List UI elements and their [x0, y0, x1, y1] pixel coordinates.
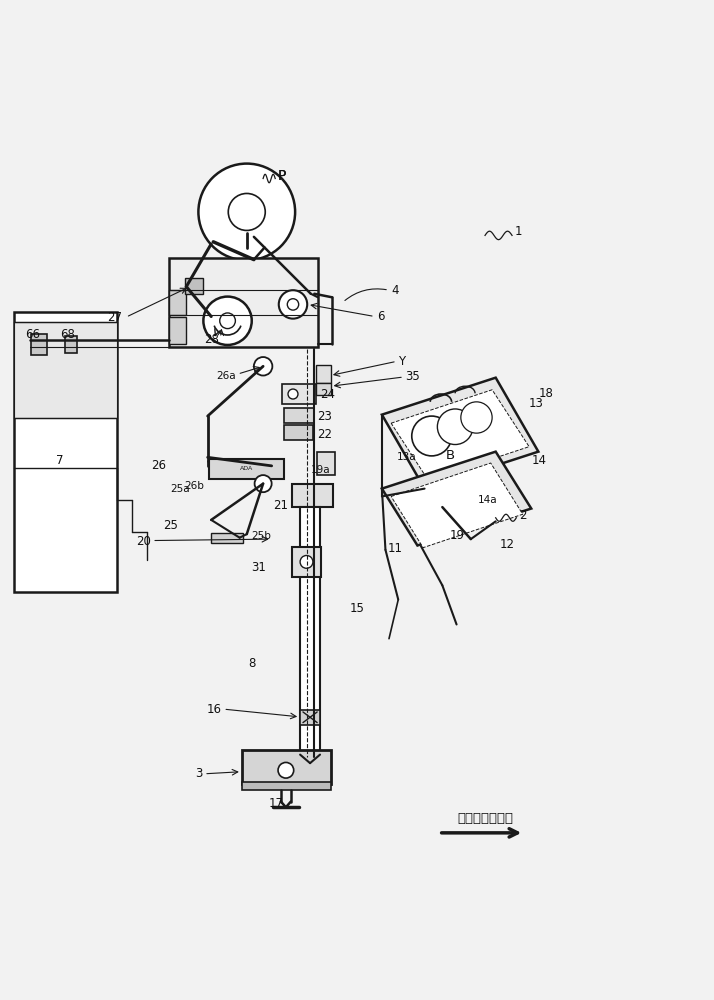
Text: 17: 17 [268, 797, 283, 810]
Text: 68: 68 [60, 328, 74, 341]
Bar [31, 334, 47, 355]
Text: 22: 22 [317, 428, 332, 441]
Text: 25: 25 [163, 519, 178, 532]
Circle shape [412, 416, 451, 456]
Text: 25a: 25a [170, 484, 190, 494]
Text: 3: 3 [196, 767, 203, 780]
Bar [316, 383, 331, 395]
Circle shape [254, 357, 272, 376]
Bar [66, 336, 77, 353]
Bar [282, 384, 316, 404]
Bar [284, 408, 314, 423]
Text: 8: 8 [248, 657, 256, 670]
Text: 24: 24 [320, 388, 335, 401]
Polygon shape [382, 452, 531, 546]
Bar [169, 290, 186, 315]
Text: 12: 12 [499, 538, 514, 551]
Text: 13: 13 [529, 397, 544, 410]
Bar [209, 459, 283, 479]
Text: 28: 28 [204, 333, 219, 346]
Text: 27: 27 [107, 311, 122, 324]
Polygon shape [391, 463, 523, 548]
Circle shape [228, 193, 266, 230]
Circle shape [287, 299, 298, 310]
Text: 31: 31 [251, 561, 266, 574]
Text: 4: 4 [391, 284, 398, 297]
Circle shape [278, 290, 307, 319]
Text: 20: 20 [136, 535, 151, 548]
Bar [14, 322, 117, 418]
Text: 14a: 14a [478, 495, 498, 505]
Bar [291, 547, 321, 577]
Circle shape [255, 475, 271, 492]
Bar [242, 750, 331, 784]
Circle shape [438, 409, 473, 445]
Bar [169, 317, 186, 344]
Text: 15: 15 [350, 602, 365, 615]
Text: 26: 26 [151, 459, 166, 472]
Text: 26a: 26a [216, 371, 236, 381]
Text: P: P [277, 169, 286, 183]
Bar [169, 258, 318, 347]
Text: 23: 23 [317, 410, 332, 423]
Text: 16: 16 [207, 703, 222, 716]
Text: 19: 19 [449, 529, 465, 542]
Text: 25b: 25b [252, 531, 271, 541]
Circle shape [198, 164, 295, 260]
Text: 1: 1 [515, 225, 523, 238]
Bar [316, 365, 331, 383]
Text: P: P [277, 169, 286, 183]
Circle shape [288, 389, 298, 399]
Bar [300, 507, 320, 755]
Polygon shape [391, 390, 529, 480]
Text: 21: 21 [273, 499, 288, 512]
Polygon shape [382, 378, 538, 489]
Circle shape [278, 762, 293, 778]
Bar [14, 312, 117, 592]
Text: 19a: 19a [311, 465, 331, 475]
Text: 14: 14 [531, 454, 546, 467]
Circle shape [300, 555, 313, 568]
Text: 6: 6 [377, 310, 384, 323]
Bar [291, 484, 333, 507]
Bar [317, 452, 335, 475]
Text: ADA: ADA [240, 466, 253, 471]
Bar [211, 533, 243, 543]
Text: 66: 66 [25, 328, 40, 341]
Text: 35: 35 [406, 370, 420, 383]
Text: 11: 11 [388, 542, 403, 555]
Text: 26b: 26b [184, 481, 204, 491]
Text: B: B [446, 449, 455, 462]
Bar [284, 425, 313, 440]
Circle shape [220, 313, 236, 329]
Text: 2: 2 [519, 509, 527, 522]
Circle shape [203, 297, 252, 345]
Text: Y: Y [398, 355, 406, 368]
Text: 7: 7 [56, 454, 64, 467]
Bar [300, 710, 320, 725]
Bar [242, 782, 331, 790]
Text: 前側（正面側）: 前側（正面側） [457, 812, 513, 825]
Text: 18: 18 [538, 387, 553, 400]
Bar [185, 278, 203, 294]
Text: 13a: 13a [397, 452, 416, 462]
Circle shape [461, 402, 492, 433]
